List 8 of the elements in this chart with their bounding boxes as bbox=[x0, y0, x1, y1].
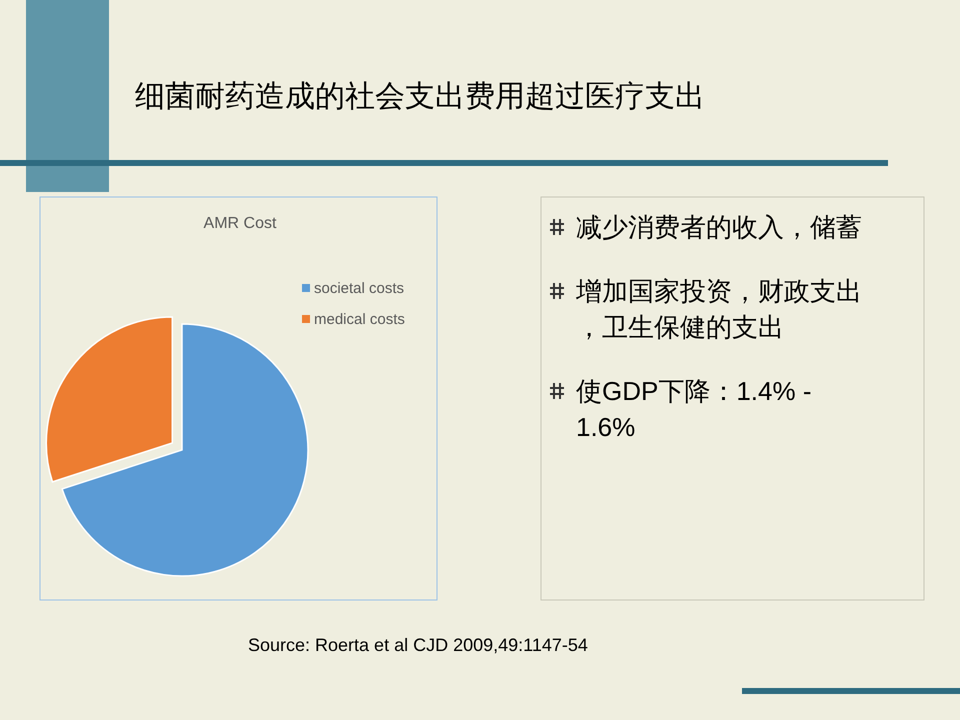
chart-title: AMR Cost bbox=[204, 215, 277, 232]
source-note: Source: Roerta et al CJD 2009,49:1147-54 bbox=[248, 635, 588, 655]
legend-label: medical costs bbox=[314, 311, 405, 328]
text: 细菌耐药造成的社会支出费用超过医疗支出 bbox=[135, 80, 705, 113]
text: 减少消费者的收入，储蓄 bbox=[576, 212, 862, 242]
text: 使GDP下降：1.4% - 1.6% bbox=[576, 376, 819, 442]
legend-label: societal costs bbox=[314, 280, 404, 297]
text: 增加国家投资，财政支出，卫生保健的支出 bbox=[575, 276, 862, 342]
